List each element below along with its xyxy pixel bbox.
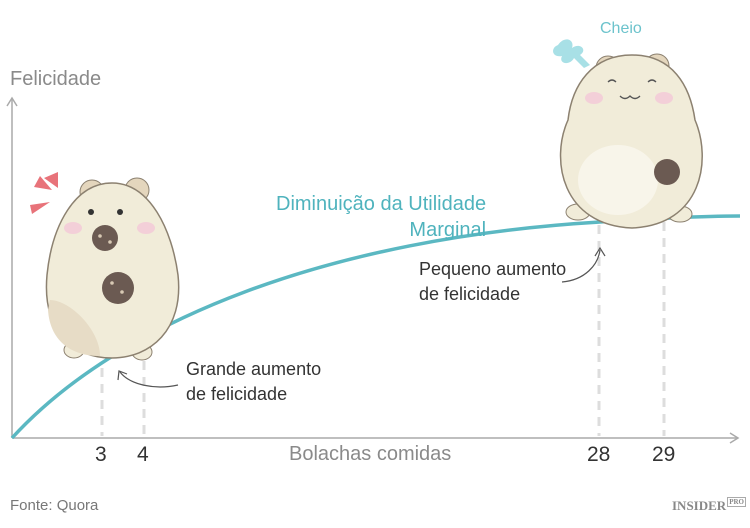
arrowhead-small-icon (594, 246, 606, 257)
tick-label: 29 (652, 443, 676, 466)
hamster-eating-illustration (30, 172, 180, 361)
y-axis-arrow-icon (6, 96, 18, 107)
cookie-icon (92, 225, 118, 251)
arrowhead-large-icon (117, 370, 128, 381)
x-axis-arrow-icon (729, 432, 740, 444)
insider-pro-logo: INSIDER PRO (672, 497, 746, 514)
annotation-small-increase: Pequeno aumento de felicidade (419, 257, 566, 307)
annotation-line: Grande aumento (186, 359, 322, 379)
hamster-full-illustration (553, 39, 703, 229)
annotation-line: de felicidade (186, 384, 288, 404)
tick-label: 4 (137, 443, 149, 466)
arrow-small-icon (561, 249, 601, 283)
x-axis-label: Bolachas comidas (289, 443, 452, 465)
y-axis-label: Felicidade (10, 68, 102, 90)
annotation-line: Pequeno aumento (419, 259, 567, 279)
arrow-large-icon (119, 371, 179, 388)
bitten-cookie-icon (654, 159, 680, 185)
curve-label: Diminuição da Utilidade Marginal (276, 191, 486, 243)
tick-label: 3 (95, 443, 107, 466)
curve-label-line: Diminuição da Utilidade (276, 193, 487, 215)
source-text: Fonte: Quora (10, 497, 99, 514)
full-label: Cheio (600, 20, 642, 37)
annotation-large-increase: Grande aumento de felicidade (186, 357, 321, 407)
logo-badge: PRO (727, 497, 746, 507)
tick-label: 28 (587, 443, 611, 466)
annotation-line: de felicidade (419, 284, 521, 304)
logo-text: INSIDER (672, 498, 727, 513)
cookie-icon (102, 272, 134, 304)
curve-label-line: Marginal (409, 219, 487, 241)
